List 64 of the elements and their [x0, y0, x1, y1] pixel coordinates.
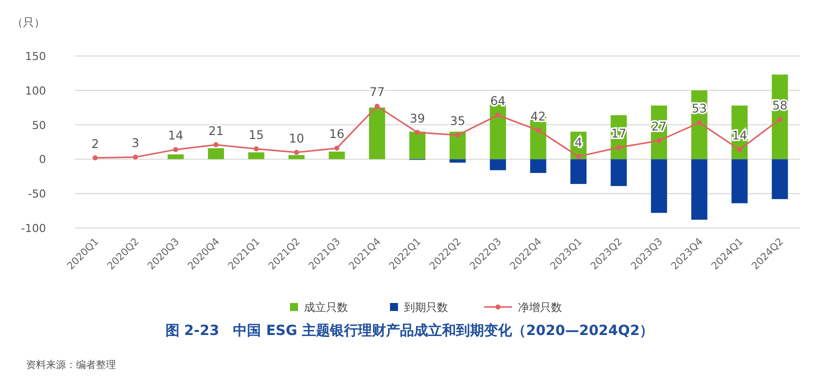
bar: [288, 155, 305, 160]
data-label: 15: [248, 128, 264, 142]
data-label: 14: [732, 128, 748, 143]
data-label: 53: [692, 102, 707, 116]
data-label: 77: [369, 85, 385, 100]
point: [616, 145, 622, 150]
point: [374, 104, 380, 109]
point: [495, 112, 500, 118]
bar: [208, 148, 224, 160]
data-label: 17: [611, 126, 626, 141]
y-tick-label: 150: [25, 50, 46, 63]
point: [294, 150, 300, 155]
y-tick-label: 100: [25, 84, 46, 98]
point: [132, 154, 138, 160]
text: 资料来源：编者整理: [26, 359, 116, 371]
point: [254, 146, 259, 152]
point: [777, 116, 782, 122]
data-label: 4: [574, 135, 582, 150]
bar: [570, 159, 587, 184]
data-label: 10: [288, 131, 304, 146]
text: 图 2-23 中国 ESG 主题银行理财产品成立和到期变化（2020—2024Q2）: [165, 322, 654, 339]
bar: [650, 159, 668, 213]
data-label: 58: [772, 98, 788, 112]
point: [696, 120, 702, 126]
point: [536, 128, 541, 133]
point: [737, 147, 742, 152]
point: [455, 132, 460, 138]
bar: [369, 108, 386, 160]
legend-label: 净增只数: [518, 301, 562, 314]
bar: [450, 132, 466, 160]
bar: [772, 159, 788, 200]
point: [213, 142, 218, 148]
bar: [490, 104, 506, 160]
data-label: 3: [132, 136, 140, 150]
point: [173, 147, 178, 152]
y-tick-label: 0: [39, 153, 46, 166]
data-label: 39: [410, 111, 425, 126]
bar: [490, 159, 506, 170]
bar: [328, 152, 345, 160]
bar: [168, 154, 184, 160]
bar: [610, 159, 627, 186]
bar: [409, 132, 426, 160]
point: [656, 138, 662, 144]
bar: [248, 152, 264, 160]
bar: [450, 159, 466, 163]
y-tick-label: -100: [21, 222, 46, 235]
point: [92, 155, 98, 160]
data-label: 27: [651, 120, 667, 134]
point: [576, 154, 581, 159]
y-tick-label: 50: [32, 118, 46, 132]
data-label: 21: [208, 124, 224, 138]
bar: [691, 159, 708, 220]
data-label: 2: [91, 136, 99, 151]
data-label: 16: [329, 127, 344, 142]
y-axis-title: （只）: [12, 16, 45, 29]
data-label: 14: [168, 128, 184, 143]
bar: [732, 159, 748, 204]
point: [334, 146, 340, 151]
point: [414, 130, 420, 135]
legend-label: 到期只数: [404, 301, 448, 314]
data-label: 35: [450, 114, 466, 128]
legend-label: 成立只数: [304, 301, 348, 314]
bar: [530, 159, 546, 173]
y-tick-label: -50: [28, 188, 46, 201]
